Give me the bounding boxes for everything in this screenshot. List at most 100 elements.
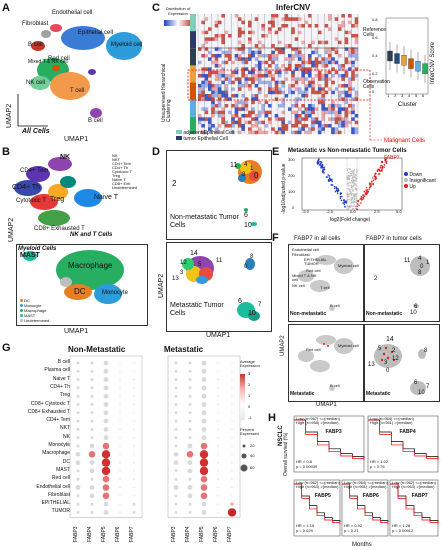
km-low-label: Low (n=967) <=(median) [296,416,340,421]
dotplot-dot [174,386,178,390]
dotplot-dot [102,475,110,483]
dotplot-dot [217,428,219,430]
cluster-nk [30,76,50,90]
f-xlabel: UMAP1 [316,402,337,408]
dotplot-dot [217,395,219,397]
legend-item: CD8+ Exh [112,181,131,186]
dotplot-dot [103,377,109,382]
f-tnum: 8 [424,348,428,354]
dotplot-dot [133,395,135,397]
dotplot-dot [133,437,135,439]
cluster-label-endothelial: Endothelial cell [52,10,93,16]
dotplot-dot [119,453,121,455]
km-plot [341,479,389,537]
dotplot-dot [188,378,192,382]
f-tnum: 3 [384,360,388,366]
dotplot-dot [103,402,109,407]
dotplot-dot [174,436,178,440]
km-gene-title: FABP6 [362,493,379,499]
legend-item: Naive T [112,177,126,182]
km-plot [293,415,365,473]
f-label: Myeloid cell [338,263,359,268]
dotplot-dot [174,411,178,415]
dotplot-dot [231,412,233,414]
dotplot-dot [188,386,192,390]
dotplot-dot [174,378,178,382]
f-tnum: 10 [418,390,425,396]
dotplot-dot [133,403,135,406]
dotplot-row-label: B cell [57,359,70,365]
dotplot-dot [76,469,80,473]
panel-letter-f: F [272,232,279,244]
dotplot-dot [200,492,208,500]
dotplot-dot [90,510,94,514]
dotplot-dot [119,420,121,422]
legend-item: CD4+ Tem [112,161,131,166]
dotplot-row-label: EPITHELIAL [41,500,70,507]
dotplot-dot [119,370,121,372]
dotplot-dot [101,466,111,476]
dotplot-dot [231,403,233,406]
malignant-cells-label: Malignant Cells [384,138,426,144]
legend-item: Cytotoxic T [112,169,132,174]
dotplot-row-label: MAST [56,466,70,473]
treg-label: Treg [50,196,65,203]
f-tnum: 13 [368,362,375,368]
dotplot-dot [76,378,80,382]
dotplot-dot [201,510,207,515]
dotplot-dot [75,451,81,457]
panel-c: InferCNV Distribution of Expression Refe… [158,4,442,146]
dotplot-dot [133,370,135,372]
f-tnum: 10 [410,310,417,316]
dotplot-dot [102,442,110,450]
cluster-label-b-cell-bottom: B cell [88,118,103,124]
cluster-num: 0 [254,171,259,180]
dotplot-dot [132,502,136,506]
km-high-label: High (n=961) >(median) [344,484,387,489]
dotplot-dot [103,368,109,374]
dotplot-dot [103,427,109,432]
dotplot-dot [200,475,208,483]
legend-down: Down [404,172,436,178]
km-gene-title: FABP4 [399,429,416,435]
dotplot-dot [174,444,178,448]
cluster-num: 1 [250,166,254,172]
g-title-right: Metastatic [164,345,204,354]
dotplot-dot [174,502,178,506]
dotplot-dot [90,369,94,373]
km-hr: HR = 0.92 [344,523,363,528]
km-gene-title: FABP7 [411,493,428,499]
cluster-num: 10 [248,310,256,317]
f-label: Red cell [306,268,321,273]
dotplot-dot [174,477,178,481]
avg-exp-colorbar [240,374,245,420]
d-xlabel: UMAP1 [206,332,231,339]
km-hr: HR = 1.28 [392,523,411,528]
dotplot-dot [132,510,136,514]
f-label: Myeloid cell [338,343,359,348]
dotplot-dot [90,411,94,415]
dotplot-dot [217,403,219,406]
dotplot-dot [76,427,80,431]
dotplot-dot [231,495,233,497]
cytotoxic-t-label: Cytotoxic T [16,198,46,204]
cluster-num: 14 [190,250,198,257]
dotplot-row-label: Macrophage [42,450,70,457]
f-label: EPITHELIAL TUMOR [304,257,327,266]
dotplot-dot [200,484,208,491]
dotplot-dot [119,470,121,472]
dotplot-dot [103,393,109,399]
km-plot [293,479,341,537]
dotplot-row-label: NK [63,433,70,440]
f-tag-non-2: Non-metastatic [366,311,403,317]
umap-nk-t [14,157,102,226]
dotplot-dot [119,462,121,464]
infercnv-heatmap [187,14,429,141]
km-pvalue: p = 0.21 [344,528,359,533]
dotplot-dot [133,495,135,497]
f-tnum: 0 [420,264,424,270]
dotplot-dot [119,362,121,364]
dotplot-dot [119,395,121,397]
dotplot-dot [201,410,207,416]
dotplot-dot [217,420,219,422]
